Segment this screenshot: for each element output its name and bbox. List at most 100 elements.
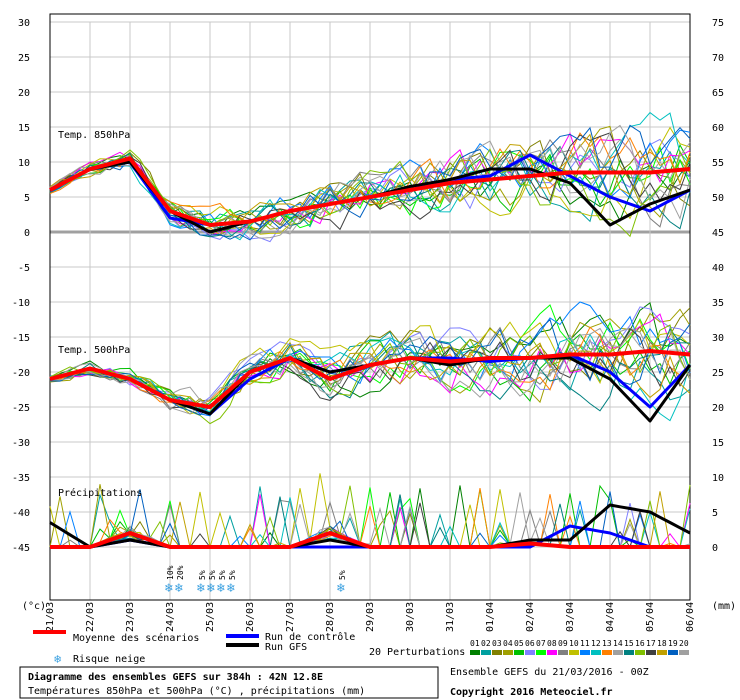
perturbation-swatch [481, 650, 491, 655]
right-tick-label: 0 [712, 543, 718, 554]
right-tick-label: 45 [712, 228, 724, 239]
perturbation-id: 05 [514, 639, 524, 648]
left-tick-label: -15 [12, 333, 30, 344]
right-tick-label: 60 [712, 123, 724, 134]
panel-label-850: Temp. 850hPa [58, 130, 130, 141]
perturbation-swatch [547, 650, 557, 655]
left-tick-label: -40 [12, 508, 30, 519]
perturbation-500-line [49, 307, 691, 409]
left-tick-label: 15 [18, 123, 30, 134]
right-tick-label: 25 [712, 368, 724, 379]
snow-risk-label: 5% [208, 570, 217, 580]
perturbation-id: 10 [569, 639, 579, 648]
snowflake-icon: ❄ [196, 581, 205, 596]
plot-frame [49, 13, 691, 601]
perturbation-id: 08 [547, 639, 557, 648]
perturbation-id: 09 [558, 639, 568, 648]
perturbation-swatch [569, 650, 579, 655]
right-tick-label: 40 [712, 263, 724, 274]
perturbation-850-line [49, 148, 691, 238]
series-layer [49, 111, 692, 549]
perturbation-legend: 01 02 03 04 05 06 07 08 09 10 11 12 13 14 15 16 17 18 19 20 [470, 639, 689, 655]
x-tick-label: 31/03 [445, 602, 456, 632]
perturbation-swatch [668, 650, 678, 655]
perturbation-id: 06 [525, 639, 535, 648]
perturbation-id: 11 [580, 639, 590, 648]
x-tick-label: 28/03 [325, 602, 336, 632]
left-tick-label: -10 [12, 298, 30, 309]
right-tick-label: 65 [712, 88, 724, 99]
right-tick-label: 10 [712, 473, 724, 484]
perturbation-swatch [580, 650, 590, 655]
mean-precip-line [50, 531, 690, 549]
x-tick-label: 04/04 [605, 602, 616, 632]
left-tick-label: -20 [12, 368, 30, 379]
right-tick-label: 55 [712, 158, 724, 169]
x-tick-label: 06/04 [685, 602, 696, 632]
legend-mean-label: Moyenne des scénarios [73, 632, 199, 644]
right-tick-label: 30 [712, 333, 724, 344]
perturbation-swatch [558, 650, 568, 655]
snow-risk-label: 5% [218, 570, 227, 580]
snowflake-icon: ❄ [216, 581, 225, 596]
left-tick-label: 10 [18, 158, 30, 169]
perturbation-id: 19 [668, 639, 678, 648]
left-tick-label: -45 [12, 543, 30, 554]
panel-label-500: Temp. 500hPa [58, 345, 130, 356]
snowflake-icon: ❄ [206, 581, 215, 596]
snowflake-icon: ❄ [336, 581, 345, 596]
perturbation-id: 01 [470, 639, 480, 648]
run-info: Ensemble GEFS du 21/03/2016 - 00Z [450, 667, 649, 678]
snow-risk-label: 5% [338, 570, 347, 580]
legend-snow-label: Risque neige [73, 654, 145, 665]
right-tick-label: 5 [712, 508, 718, 519]
right-unit-label: (mm) [712, 601, 736, 612]
left-unit-label: (°c) [22, 601, 46, 612]
x-tick-label: 24/03 [165, 602, 176, 632]
perturbation-swatch [679, 650, 689, 655]
legend-gfs-label: Run GFS [265, 642, 307, 653]
x-tick-label: 23/03 [125, 602, 136, 632]
left-tick-label: -25 [12, 403, 30, 414]
perturbation-swatch [646, 650, 656, 655]
perturbation-swatch [470, 650, 480, 655]
x-tick-label: 26/03 [245, 602, 256, 632]
legend-perturbations-label: 20 Perturbations [369, 647, 465, 658]
perturbation-id: 20 [679, 639, 689, 648]
x-tick-label: 27/03 [285, 602, 296, 632]
snowflake-icon: ❄ [174, 581, 183, 596]
perturbation-swatch [525, 650, 535, 655]
x-tick-label: 02/04 [525, 602, 536, 632]
snow-markers: ❄10%❄20%❄5%❄5%❄5%❄5%❄5% [164, 565, 347, 596]
perturbation-swatch [624, 650, 634, 655]
right-tick-label: 70 [712, 53, 724, 64]
perturbation-swatch [591, 650, 601, 655]
perturbation-swatch [503, 650, 513, 655]
perturbation-id: 04 [503, 639, 513, 648]
perturbation-id: 16 [635, 639, 645, 648]
right-tick-label: 15 [712, 438, 724, 449]
perturbation-id: 17 [646, 639, 656, 648]
title-box [19, 666, 439, 699]
left-tick-label: -35 [12, 473, 30, 484]
perturbation-500-line [49, 326, 691, 409]
perturbation-swatch [635, 650, 645, 655]
perturbation-swatch [514, 650, 524, 655]
mean-500-line [49, 349, 691, 409]
chart-title: Diagramme des ensembles GEFS sur 384h : … [28, 671, 323, 683]
copyright: Copyright 2016 Meteociel.fr [450, 686, 613, 698]
perturbation-swatch [657, 650, 667, 655]
right-tick-label: 75 [712, 18, 724, 29]
left-tick-label: 30 [18, 18, 30, 29]
x-tick-label: 05/04 [645, 602, 656, 632]
x-tick-label: 25/03 [205, 602, 216, 632]
perturbation-swatch [492, 650, 502, 655]
snowflake-icon: ❄ [54, 652, 61, 666]
perturbation-id: 03 [492, 639, 502, 648]
perturbation-id: 02 [481, 639, 491, 648]
x-tick-label: 29/03 [365, 602, 376, 632]
x-tick-label: 01/04 [485, 602, 496, 632]
left-tick-label: -5 [18, 263, 30, 274]
legend-control-label: Run de contrôle [265, 631, 355, 643]
